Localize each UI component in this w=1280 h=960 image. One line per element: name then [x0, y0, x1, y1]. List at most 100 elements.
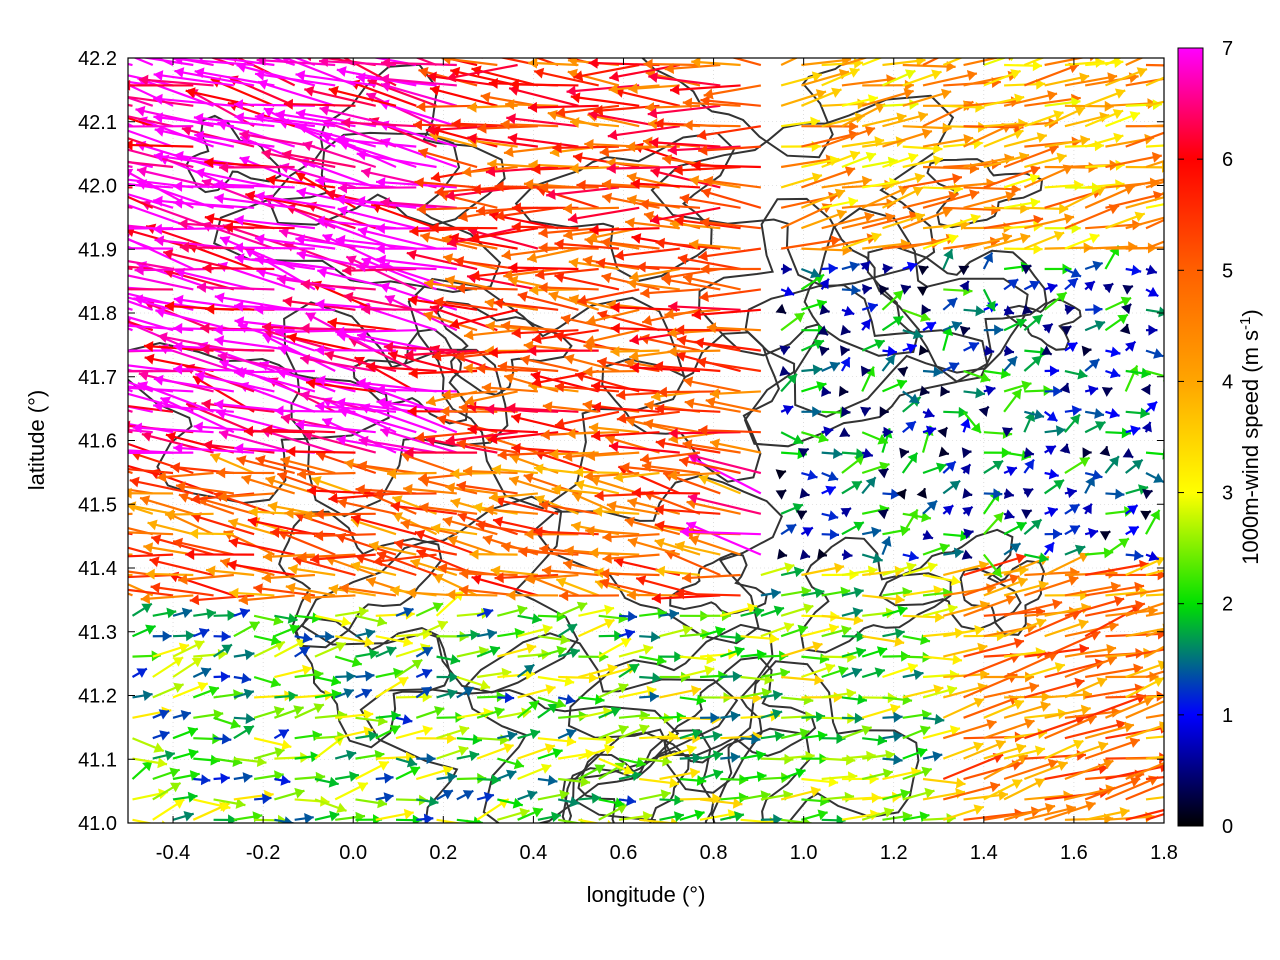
wind-vector — [1064, 405, 1082, 417]
wind-vector — [214, 335, 295, 352]
contour-line — [601, 331, 780, 483]
wind-vector — [370, 202, 437, 230]
wind-vector — [921, 304, 931, 316]
wind-vector — [274, 705, 305, 719]
wind-vector — [1042, 322, 1054, 334]
wind-vector — [1064, 341, 1078, 353]
wind-vector — [457, 512, 518, 536]
wind-vector — [1125, 458, 1144, 474]
wind-vector — [780, 311, 806, 332]
wind-vector — [902, 747, 928, 760]
wind-vector — [387, 350, 458, 373]
wind-vector — [254, 191, 336, 209]
wind-vector — [311, 476, 356, 495]
wind-vector — [511, 442, 579, 454]
wind-vector — [165, 508, 214, 520]
wind-vector — [139, 495, 194, 515]
wind-vector — [861, 112, 907, 128]
wind-vector — [226, 559, 295, 577]
wind-vector — [614, 247, 680, 261]
wind-vector — [841, 151, 877, 169]
wind-vector — [415, 686, 433, 699]
wind-vector — [571, 492, 620, 515]
wind-vector — [639, 631, 661, 643]
wind-vector — [1024, 152, 1067, 169]
contour-line — [561, 729, 715, 823]
wind-vector — [838, 385, 849, 397]
wind-vector — [355, 614, 388, 627]
wind-vector — [902, 328, 924, 340]
wind-vector — [821, 448, 843, 459]
wind-vector — [128, 286, 133, 291]
wind-vector — [173, 180, 255, 192]
wind-vector — [877, 467, 889, 479]
wind-vector — [1003, 132, 1048, 148]
wind-vector — [902, 561, 938, 577]
wind-vector — [537, 702, 559, 719]
wind-vector — [1145, 569, 1164, 577]
wind-vector — [1003, 355, 1018, 372]
wind-vector — [1059, 382, 1070, 394]
wind-vector — [882, 488, 901, 500]
wind-vector — [253, 675, 281, 688]
wind-vector — [153, 70, 235, 87]
wind-vector — [476, 628, 498, 640]
wind-vector — [699, 217, 761, 230]
wind-vector — [709, 388, 761, 400]
wind-vector — [574, 479, 620, 495]
wind-vector — [780, 503, 804, 515]
wind-vector — [1145, 472, 1164, 484]
wind-vector — [546, 186, 620, 200]
wind-vector — [476, 706, 505, 719]
wind-vector — [1125, 648, 1164, 658]
wind-vector — [152, 798, 185, 821]
wind-vector — [902, 684, 944, 699]
wind-vector — [1023, 280, 1041, 291]
wind-vector — [627, 537, 681, 556]
wind-vector — [128, 226, 133, 230]
wind-vector — [647, 104, 721, 119]
wind-vector — [861, 807, 895, 821]
wind-vector — [841, 284, 861, 296]
wind-vector — [233, 688, 255, 700]
wind-vector — [780, 172, 823, 189]
wind-vector — [821, 529, 840, 540]
wind-vector — [128, 74, 174, 87]
wind-vector — [128, 364, 174, 373]
wind-vector — [1023, 458, 1035, 474]
wind-vector — [128, 165, 133, 169]
wind-vector — [703, 84, 762, 100]
wind-vector — [963, 594, 1017, 617]
wind-vector — [128, 116, 154, 128]
wind-vector — [456, 646, 489, 658]
wind-vector — [1021, 509, 1033, 520]
wind-vector — [861, 552, 884, 564]
wind-vector — [679, 665, 715, 679]
wind-vector — [175, 267, 255, 291]
wind-vector — [1064, 233, 1100, 250]
wind-vector — [160, 396, 235, 434]
wind-vector — [918, 344, 929, 356]
wind-vector — [958, 265, 970, 276]
wind-vector — [780, 235, 841, 250]
wind-vector — [961, 549, 973, 560]
wind-vector — [300, 279, 376, 291]
wind-vector — [488, 347, 559, 359]
wind-vector — [1145, 286, 1159, 298]
wind-vector — [417, 147, 478, 169]
wind-vector — [902, 787, 935, 801]
wind-vector — [315, 401, 397, 413]
wind-vector — [337, 205, 417, 230]
wind-vector — [801, 623, 840, 638]
wind-vector — [152, 642, 190, 658]
wind-vector — [654, 403, 721, 415]
wind-vector — [1024, 552, 1049, 564]
wind-vector — [496, 769, 517, 781]
wind-vector — [1003, 580, 1049, 597]
wind-vector — [1125, 721, 1164, 740]
wind-vector — [1145, 400, 1158, 413]
wind-vector — [138, 74, 214, 87]
wind-vector — [1125, 808, 1164, 821]
wind-vector — [304, 85, 376, 107]
